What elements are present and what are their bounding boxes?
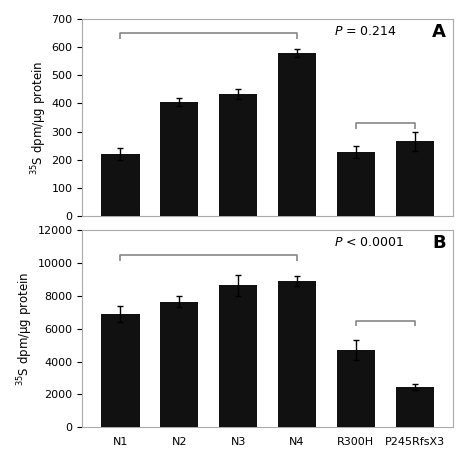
Bar bbox=[278, 53, 316, 216]
Bar bbox=[337, 350, 375, 427]
Y-axis label: $^{35}$S dpm/μg protein: $^{35}$S dpm/μg protein bbox=[29, 61, 49, 175]
Bar bbox=[102, 314, 139, 427]
Bar bbox=[160, 302, 198, 427]
Y-axis label: $^{35}$S dpm/μg protein: $^{35}$S dpm/μg protein bbox=[15, 272, 35, 386]
Bar bbox=[219, 94, 257, 216]
Text: $\it{P}$ = 0.214: $\it{P}$ = 0.214 bbox=[334, 25, 397, 38]
Bar bbox=[219, 285, 257, 427]
Bar bbox=[160, 102, 198, 216]
Bar bbox=[395, 387, 434, 427]
Text: $\it{P}$ < 0.0001: $\it{P}$ < 0.0001 bbox=[334, 236, 405, 249]
Text: A: A bbox=[431, 23, 446, 41]
Bar bbox=[337, 152, 375, 216]
Bar bbox=[395, 141, 434, 216]
Text: B: B bbox=[432, 234, 446, 252]
Bar bbox=[278, 281, 316, 427]
Bar bbox=[102, 154, 139, 216]
